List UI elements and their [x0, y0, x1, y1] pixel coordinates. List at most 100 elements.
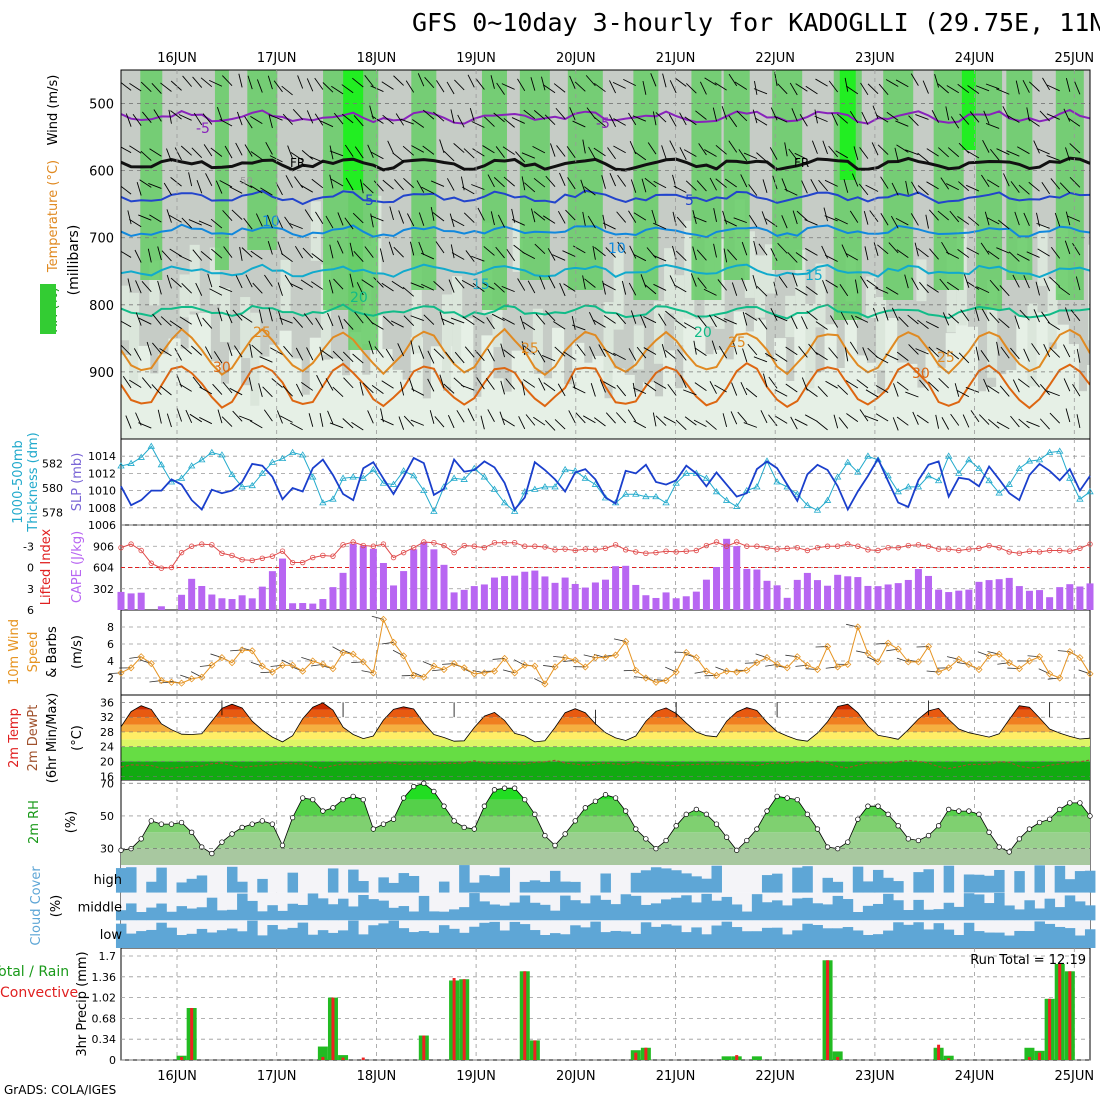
wind-speed-point [157, 676, 165, 685]
thickness-point [147, 442, 155, 449]
cloud-cover-bar [1014, 909, 1025, 921]
rh-point [320, 808, 326, 814]
wind-barb [653, 381, 667, 389]
thickness-point [1045, 448, 1054, 455]
wind-barb [669, 80, 677, 94]
rh-dry-patch [602, 398, 615, 439]
rh-dry-patch [753, 319, 766, 439]
wind-speed-point [208, 661, 216, 669]
wind-barb [243, 217, 253, 230]
wind-barb [653, 222, 667, 230]
cloud-cover-bar [661, 899, 672, 921]
cloud-cover-bar [388, 920, 399, 948]
isotherm-label: 25 [937, 350, 955, 366]
cape-bar [813, 580, 821, 610]
date-label-top: 16JUN [157, 51, 197, 66]
thickness-point [187, 462, 196, 469]
wind-barb [469, 108, 475, 122]
cloud-cover-bar [126, 903, 137, 921]
wind-barb [774, 314, 788, 322]
wind-barb [607, 147, 616, 160]
wind-barb [714, 315, 727, 323]
lifted-index-point [602, 545, 609, 552]
wind-speed-point [692, 654, 700, 662]
cloud-cover-bar [257, 911, 268, 921]
rh-point [713, 821, 720, 827]
cloud-cover-bar [751, 931, 763, 948]
wind-barb [523, 109, 536, 120]
wind-speed-point [1086, 670, 1094, 678]
precip-convective-bar [331, 997, 335, 1060]
cape-bar [430, 549, 438, 610]
cloud-cover-bar [751, 894, 763, 921]
wind-barb [975, 85, 990, 92]
cloud-cover-bar [600, 932, 611, 948]
wind-barb [1036, 148, 1050, 155]
lifted-index-point [239, 557, 245, 563]
cloud-cover-bar [893, 922, 904, 948]
wind-speed-point [662, 676, 670, 685]
wind-barb [1017, 146, 1030, 155]
wind-barb [948, 313, 960, 324]
wind-barb [314, 113, 324, 126]
wind-barb [675, 250, 687, 261]
wind-barb-10m [956, 662, 969, 665]
wind-barb [381, 282, 394, 292]
wind-barb [743, 422, 758, 428]
cloud-cover-bar [539, 904, 551, 921]
cape-bar [450, 592, 458, 610]
lifted-index-point [935, 546, 942, 552]
wind-barb [999, 385, 1010, 397]
rh-point [582, 805, 588, 811]
rh-point [501, 785, 508, 791]
wind-barb [931, 110, 939, 123]
wind-barb [319, 413, 324, 427]
isotherm-10 [121, 223, 1090, 239]
rh-dry-patch [905, 363, 918, 439]
wind-barb [277, 241, 283, 256]
wind-barb [268, 114, 273, 129]
wind-barb [844, 347, 849, 362]
wind-barb [831, 112, 839, 126]
wind-barb [462, 316, 475, 325]
isotherm-label: 25 [728, 335, 746, 351]
lifted-index-point [431, 540, 437, 546]
wind-barb [390, 320, 404, 328]
wind-barb [644, 382, 657, 392]
wind-barb [521, 152, 536, 159]
cloud-cover-bar [802, 897, 813, 921]
wind-barb [121, 146, 132, 154]
wind-speed-point [612, 651, 620, 659]
cape-axis-label: CAPE (J/kg) [70, 531, 85, 603]
wind-barb [754, 80, 758, 95]
wind-speed-point [490, 667, 499, 675]
wind-barb [873, 307, 879, 322]
cloud-cover-bar [126, 933, 137, 948]
wind-speed-point [904, 658, 912, 666]
wind-barb [975, 346, 980, 361]
wind-barb [938, 377, 950, 389]
wind-barb [844, 77, 849, 92]
wind-barb [213, 351, 223, 364]
wind-barb [910, 213, 919, 226]
cape-bar [1086, 583, 1094, 610]
wind-barb [153, 109, 162, 122]
wind-speed-point [854, 623, 862, 631]
lifted-index-point [713, 539, 720, 545]
wind-barb [236, 111, 243, 126]
wind-barb [476, 377, 485, 390]
cloud-cover-bar [893, 881, 904, 893]
wind-barb [166, 413, 172, 428]
wind-barb [232, 309, 243, 321]
wind-barb [539, 276, 546, 290]
rh-point [542, 832, 548, 839]
rh-point [400, 795, 407, 801]
wind-barb [387, 140, 394, 154]
wind-barb [542, 215, 556, 224]
lifted-index-point [683, 548, 689, 554]
lifted-index-point [814, 544, 821, 551]
wind-speed-point [198, 673, 206, 681]
wind-barb [824, 179, 838, 187]
rh-dry-patch [945, 333, 958, 439]
lifted-index-point [350, 539, 356, 545]
